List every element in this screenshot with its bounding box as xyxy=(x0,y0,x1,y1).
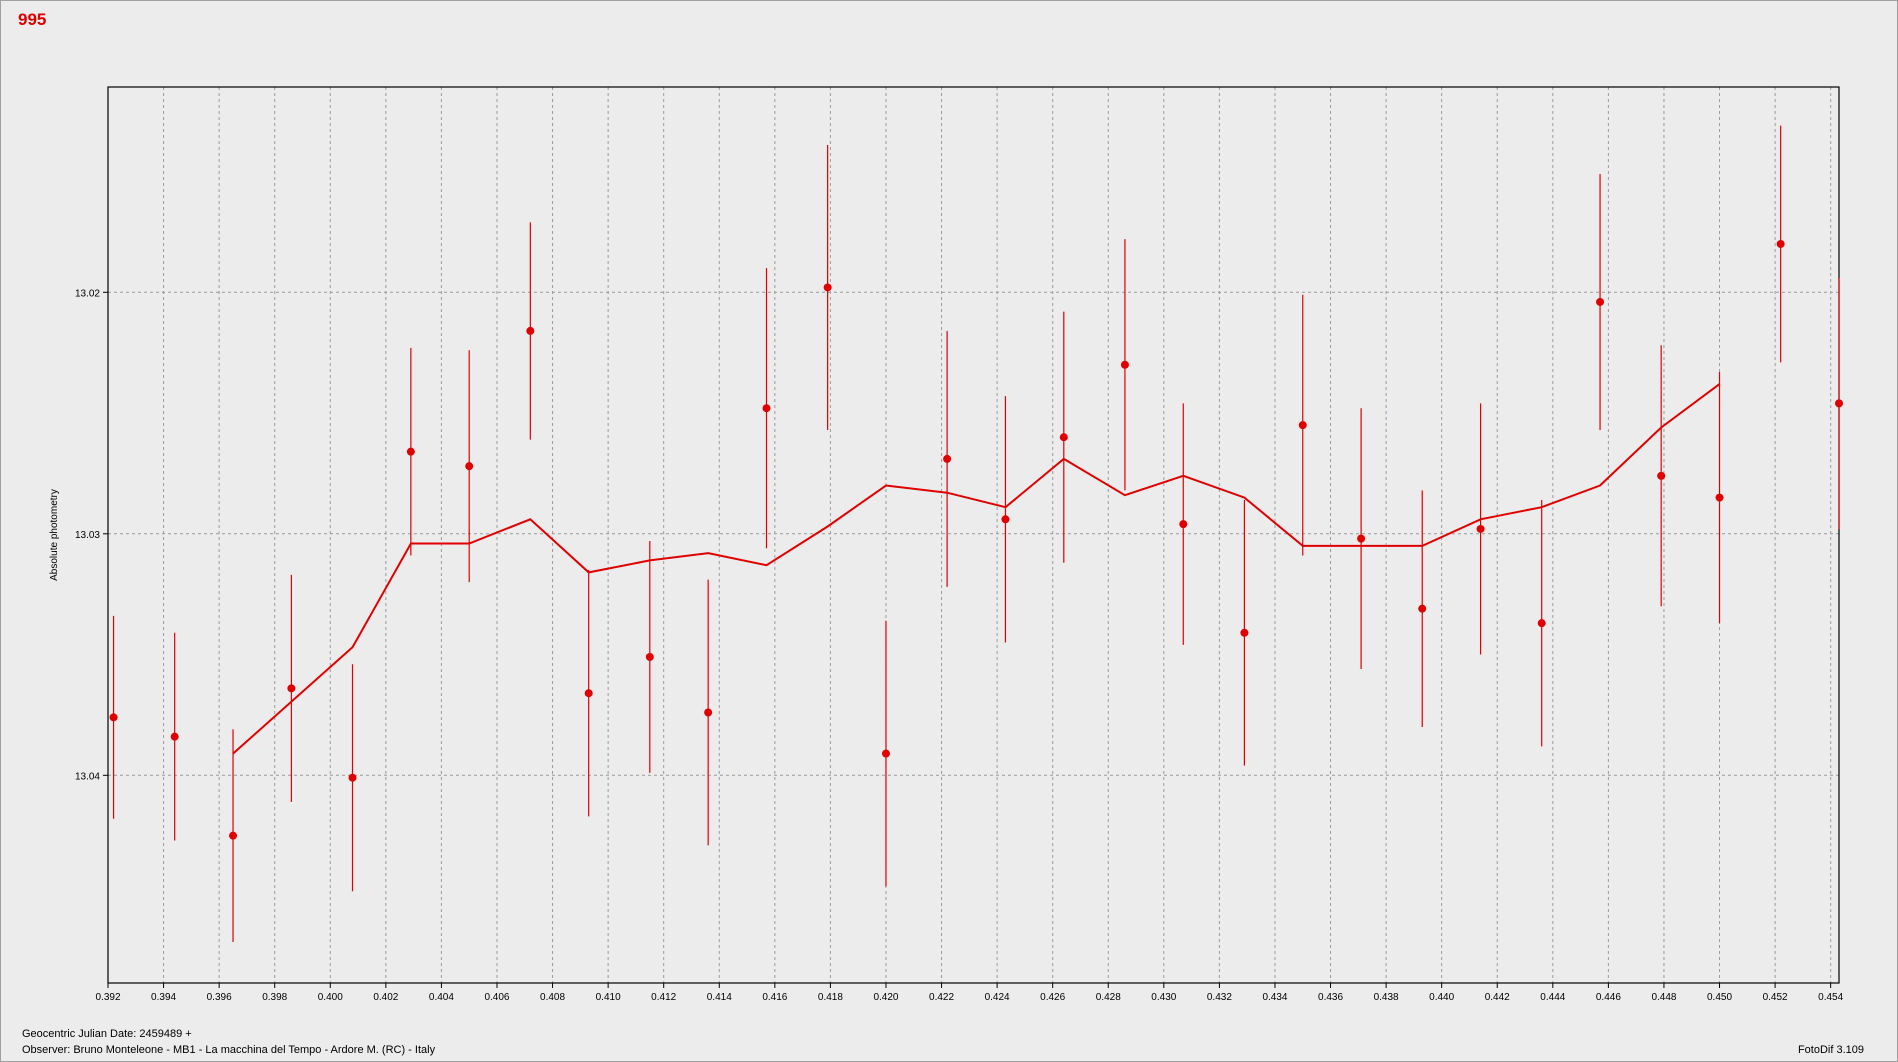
x-tick-label: 0.406 xyxy=(484,992,509,1003)
observer-label: Observer: Bruno Monteleone - MB1 - La ma… xyxy=(22,1044,436,1056)
plot-area xyxy=(108,87,1839,983)
x-tick-label: 0.446 xyxy=(1596,992,1621,1003)
x-tick-label: 0.392 xyxy=(95,992,120,1003)
x-tick-label: 0.426 xyxy=(1040,992,1065,1003)
x-tick-label: 0.434 xyxy=(1262,992,1287,1003)
x-tick-label: 0.422 xyxy=(929,992,954,1003)
x-tick-label: 0.428 xyxy=(1096,992,1121,1003)
x-tick-label: 0.412 xyxy=(651,992,676,1003)
x-tick-label: 0.400 xyxy=(318,992,343,1003)
x-tick-label: 0.394 xyxy=(151,992,176,1003)
data-point xyxy=(526,326,535,335)
data-point xyxy=(287,684,296,693)
data-point xyxy=(1298,421,1307,430)
y-tick-label: 13.04 xyxy=(75,771,100,782)
data-point xyxy=(1476,524,1485,533)
x-tick-label: 0.454 xyxy=(1818,992,1843,1003)
data-point xyxy=(406,447,415,456)
data-point xyxy=(943,454,952,463)
x-tick-label: 0.404 xyxy=(429,992,454,1003)
data-point xyxy=(645,652,654,661)
x-tick-label: 0.410 xyxy=(596,992,621,1003)
plot-border xyxy=(107,86,1840,984)
x-tick-label: 0.418 xyxy=(818,992,843,1003)
x-tick-label: 0.440 xyxy=(1429,992,1454,1003)
x-tick-label: 0.396 xyxy=(207,992,232,1003)
data-point xyxy=(823,283,832,292)
y-tick-label: 13.02 xyxy=(75,288,100,299)
x-tick-label: 0.432 xyxy=(1207,992,1232,1003)
data-point xyxy=(584,689,593,698)
data-point xyxy=(1657,471,1666,480)
plot-id-label: 995 xyxy=(18,10,47,29)
data-point xyxy=(1537,619,1546,628)
data-point xyxy=(1596,297,1605,306)
grid-lines xyxy=(108,87,1839,983)
x-tick-label: 0.452 xyxy=(1763,992,1788,1003)
data-point xyxy=(1179,520,1188,529)
software-version-label: FotoDif 3.109 xyxy=(1797,1044,1864,1056)
x-tick-label: 0.450 xyxy=(1707,992,1732,1003)
x-tick-label: 0.438 xyxy=(1374,992,1399,1003)
data-points xyxy=(109,239,1843,840)
x-tick-label: 0.442 xyxy=(1485,992,1510,1003)
data-point xyxy=(1120,360,1129,369)
x-tick-label: 0.436 xyxy=(1318,992,1343,1003)
data-point xyxy=(348,773,357,782)
data-point xyxy=(704,708,713,717)
data-point xyxy=(229,831,238,840)
data-point xyxy=(1418,604,1427,613)
y-axis-ticks: 13.02 13.03 13.04 xyxy=(75,288,108,782)
x-tick-label: 0.398 xyxy=(262,992,287,1003)
data-point xyxy=(1835,399,1843,408)
x-tick-label: 0.448 xyxy=(1651,992,1676,1003)
x-tick-label: 0.402 xyxy=(373,992,398,1003)
data-point xyxy=(1715,493,1724,502)
data-point xyxy=(465,462,474,471)
x-tick-label: 0.424 xyxy=(985,992,1010,1003)
data-point xyxy=(1776,239,1785,248)
x-tick-label: 0.430 xyxy=(1151,992,1176,1003)
x-tick-label: 0.416 xyxy=(762,992,787,1003)
data-point xyxy=(1240,628,1249,637)
data-point xyxy=(1357,534,1366,543)
data-point xyxy=(762,404,771,413)
trend-line xyxy=(232,383,1721,755)
x-tick-label: 0.414 xyxy=(707,992,732,1003)
data-point xyxy=(1001,515,1010,524)
data-point xyxy=(881,749,890,758)
x-tick-label: 0.420 xyxy=(873,992,898,1003)
x-axis-ticks: 0.392 0.394 0.396 0.398 0.400 0.402 0.404 0.406… xyxy=(95,983,1844,1003)
data-point xyxy=(109,713,118,722)
y-tick-label: 13.03 xyxy=(75,530,100,541)
julian-date-label: Geocentric Julian Date: 2459489 + xyxy=(22,1028,192,1040)
y-axis-label: Absolute photometry xyxy=(49,489,60,581)
x-tick-label: 0.408 xyxy=(540,992,565,1003)
x-tick-label: 0.444 xyxy=(1540,992,1565,1003)
data-point xyxy=(170,732,179,741)
data-point xyxy=(1059,433,1068,442)
